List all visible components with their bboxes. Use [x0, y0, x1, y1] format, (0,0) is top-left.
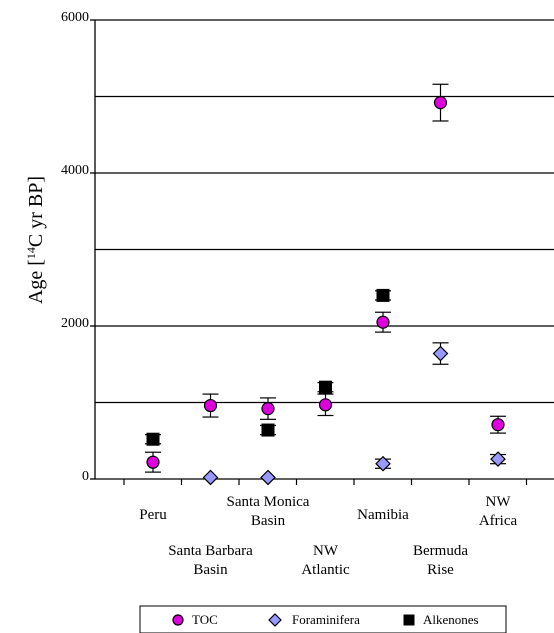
data-markers — [145, 83, 506, 486]
alkenones-marker — [261, 423, 275, 437]
toc-marker — [433, 96, 448, 110]
category-label: Santa Barbara — [168, 543, 253, 559]
legend-box — [139, 605, 507, 633]
x-category-labels: Peru Santa Barbara Basin Santa Monica Basin N… — [123, 479, 528, 578]
alkenones-marker — [376, 288, 390, 302]
foraminifera-marker — [268, 613, 282, 627]
foraminifera-marker — [260, 469, 276, 486]
toc-marker — [261, 402, 275, 416]
y-tick-labels: 0 2000 4000 6000 — [61, 10, 95, 484]
category-label: Peru — [139, 507, 167, 523]
category-label: Santa Monica — [227, 494, 310, 510]
toc-marker — [203, 398, 218, 413]
y-tick-label: 0 — [82, 469, 89, 484]
y-axis-label: Age [14C yr BP] — [24, 176, 47, 304]
toc-marker — [172, 614, 184, 626]
category-label: NW — [313, 543, 339, 559]
category-label: Basin — [193, 562, 228, 578]
category-label: Atlantic — [301, 562, 350, 578]
y-tick-label: 4000 — [61, 163, 89, 178]
gridlines — [95, 19, 554, 404]
category-label: Basin — [251, 513, 286, 529]
alkenones-marker — [319, 380, 332, 394]
category-label: Namibia — [357, 507, 409, 523]
alkenones-marker — [403, 614, 415, 626]
category-label: Rise — [427, 562, 454, 578]
legend-label: Foraminifera — [292, 612, 360, 627]
foraminifera-marker — [490, 451, 506, 467]
alkenones-marker — [146, 432, 160, 446]
toc-marker — [491, 418, 505, 432]
foraminifera-marker — [375, 455, 391, 472]
toc-marker — [376, 315, 390, 329]
y-tick-label: 6000 — [61, 10, 89, 25]
category-label: Africa — [479, 513, 518, 529]
legend: TOC Foraminifera Alkenones — [139, 605, 507, 633]
legend-label: TOC — [192, 612, 218, 627]
category-label: Bermuda — [413, 543, 468, 559]
y-tick-label: 2000 — [61, 316, 89, 331]
foraminifera-marker — [202, 469, 219, 486]
toc-marker — [146, 455, 160, 469]
legend-label: Alkenones — [423, 612, 479, 627]
category-label: NW — [486, 494, 512, 510]
foraminifera-marker — [432, 345, 449, 362]
toc-marker — [318, 398, 333, 412]
